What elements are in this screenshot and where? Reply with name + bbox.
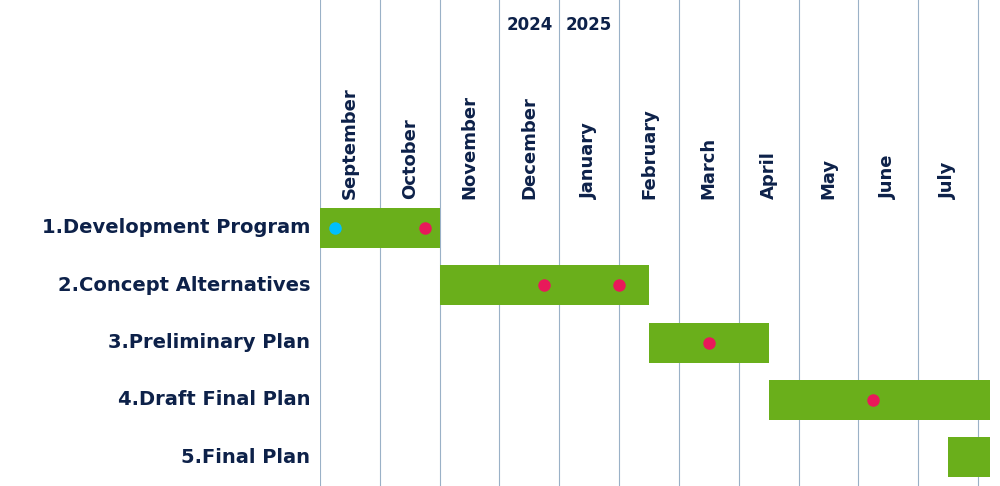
Bar: [948, 437, 990, 477]
Text: June: June: [879, 155, 897, 199]
Text: January: January: [580, 122, 598, 199]
Text: September: September: [341, 87, 359, 199]
Text: March: March: [700, 137, 718, 199]
Text: November: November: [461, 95, 479, 199]
Text: April: April: [760, 151, 778, 199]
Text: 3.Preliminary Plan: 3.Preliminary Plan: [108, 333, 310, 352]
Bar: [769, 380, 990, 420]
Text: December: December: [520, 96, 538, 199]
Text: 2.Concept Alternatives: 2.Concept Alternatives: [58, 276, 310, 295]
Text: May: May: [819, 158, 837, 199]
Text: 1.Development Program: 1.Development Program: [42, 218, 310, 238]
Text: February: February: [640, 108, 658, 199]
Text: 4.Draft Final Plan: 4.Draft Final Plan: [118, 390, 310, 410]
Text: 5.Final Plan: 5.Final Plan: [181, 448, 310, 467]
Text: 2025: 2025: [566, 16, 612, 34]
Bar: [320, 208, 440, 248]
Bar: [649, 323, 769, 363]
Text: October: October: [401, 119, 419, 199]
Bar: [440, 265, 649, 305]
Text: 2024: 2024: [506, 16, 553, 34]
Text: July: July: [939, 162, 957, 199]
